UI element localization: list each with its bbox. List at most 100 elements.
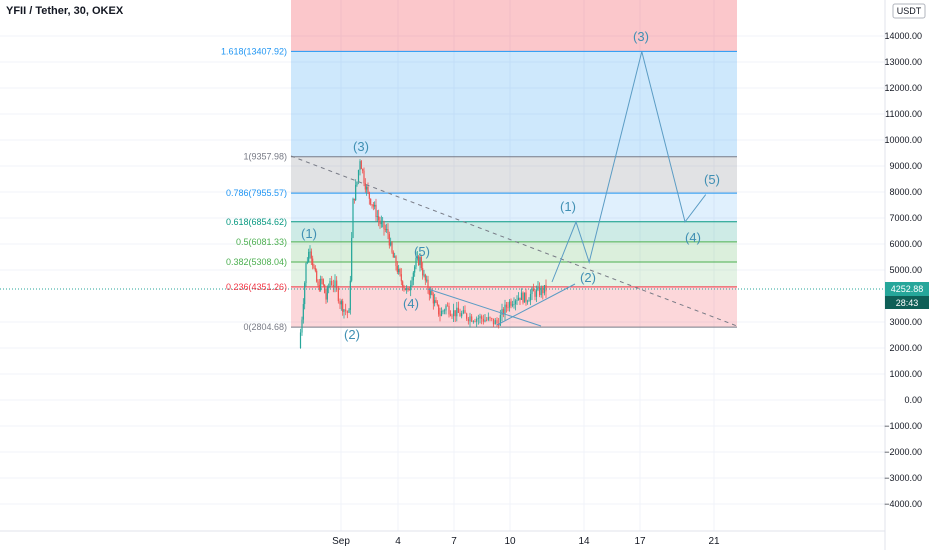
candle-body [432,294,434,304]
candle-body [492,318,495,325]
candle-body [332,285,334,287]
price-tick-label: 14000.00 [884,31,922,41]
candle-body [340,301,342,305]
chart-title: YFII / Tether, 30, OKEX [6,5,124,17]
price-tick-label: 9000.00 [889,161,922,171]
candle-body [423,274,425,276]
fib-level-label: 0.382(5308.04) [226,257,287,267]
price-tick-label: 10000.00 [884,135,922,145]
candle-body [502,309,505,315]
candle-body [357,170,360,182]
candle-body [351,237,353,281]
candle-body [494,320,496,325]
candle-body [353,198,355,201]
price-tick-label: −1000.00 [884,421,922,431]
projected-wave-path[interactable] [551,51,707,283]
candle-body [352,198,354,238]
candle-body [388,234,390,246]
candle-body [487,317,489,320]
price-tick-label: 1000.00 [889,369,922,379]
candle-body [400,274,402,282]
countdown-label: 28:43 [896,298,919,308]
candle-body [414,266,416,273]
candle-body [302,304,304,320]
fib-zone [291,241,737,262]
candle-body [378,216,380,221]
candle-body [529,294,532,301]
candle-body [431,290,433,295]
candle-body [508,301,511,308]
fib-level-label: 0.5(6081.33) [236,237,287,247]
candle-body [428,289,430,295]
candle-body [312,258,314,266]
wave-count-label: (3) [353,139,369,154]
price-tick-label: 6000.00 [889,239,922,249]
candle-body [355,184,357,201]
candle-body [435,300,437,303]
wave-count-label: (4) [685,230,701,245]
candle-body [419,257,421,265]
candle-body [359,161,361,171]
candle-body [415,257,417,267]
wedge-lower-line[interactable] [496,283,576,326]
time-tick-label: 10 [504,536,516,547]
candle-body [406,288,408,291]
candle-body [459,312,461,317]
candle-body [420,257,422,269]
candle-body [486,319,488,321]
candle-body [454,310,456,317]
price-tick-label: −4000.00 [884,499,922,509]
candle-body [367,186,369,193]
candle-body [372,204,374,207]
candle-body [339,301,341,305]
price-tick-label: 2000.00 [889,343,922,353]
candle-body [308,252,310,262]
candle-body [391,242,393,253]
wedge-upper-line[interactable] [427,288,542,327]
candle-body [304,283,306,305]
candle-body [384,229,386,230]
candle-body [464,310,466,314]
candle-body [446,305,449,307]
wave-count-label: (3) [633,29,649,44]
candle-body [476,318,478,322]
candle-body [543,285,545,294]
candle-body [514,300,517,305]
candle-body [528,300,530,302]
candle-body [436,302,438,305]
candle-body [411,280,413,286]
currency-badge[interactable] [892,3,926,19]
candle-body [542,287,544,294]
candle-body [416,256,418,258]
wave-count-label: (2) [344,327,360,342]
candle-body [362,169,364,171]
candle-body [522,292,524,303]
candle-body [456,307,458,317]
candle-body [462,310,464,314]
candle-body [390,242,392,246]
candle-body [301,319,303,333]
time-tick-label: 14 [578,536,590,547]
candle-body [370,198,372,205]
candle-body [499,315,501,326]
price-tick-label: 7000.00 [889,213,922,223]
candle-body [513,304,515,305]
candle-body [329,280,331,287]
countdown-badge [885,296,929,309]
fib-zone [291,261,737,287]
candle-body [408,289,410,291]
candle-body [418,256,420,265]
candle-body [314,268,316,271]
candle-body [325,293,327,300]
candle-body [396,266,398,273]
candle-body [349,280,351,310]
candle-body [317,281,319,286]
candle-body [505,304,508,308]
candle-body [328,286,330,288]
candle-body [366,186,368,190]
candle-body [426,279,428,281]
price-tick-label: −2000.00 [884,447,922,457]
candle-body [399,269,401,275]
